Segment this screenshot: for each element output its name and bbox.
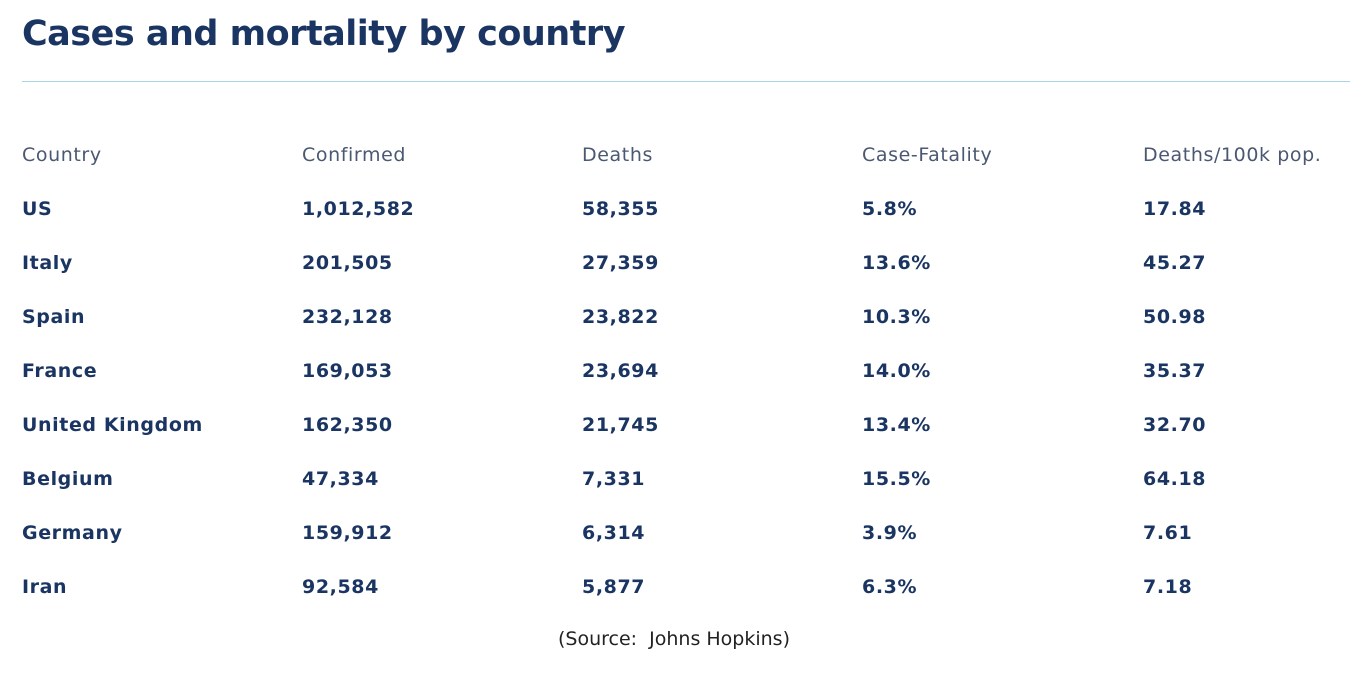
cell-confirmed: 1,012,582 <box>302 198 415 220</box>
cell-deaths-per-100k: 45.27 <box>1143 252 1207 274</box>
source-note: (Source: Johns Hopkins) <box>557 628 790 650</box>
cell-confirmed: 169,053 <box>302 360 393 382</box>
table-row: Germany 159,912 6,314 3.9% 7.61 <box>22 506 1352 560</box>
cell-confirmed: 159,912 <box>302 522 393 544</box>
column-header-case-fatality: Case-Fatality <box>862 144 993 166</box>
cell-deaths: 6,314 <box>582 522 646 544</box>
cell-country: US <box>22 198 53 220</box>
cell-deaths: 23,694 <box>582 360 659 382</box>
cell-deaths-per-100k: 7.61 <box>1143 522 1193 544</box>
column-header-deaths-per-100k: Deaths/100k pop. <box>1143 144 1322 166</box>
cell-case-fatality: 6.3% <box>862 576 918 598</box>
cell-case-fatality: 3.9% <box>862 522 918 544</box>
cell-deaths-per-100k: 7.18 <box>1143 576 1193 598</box>
cell-deaths-per-100k: 50.98 <box>1143 306 1207 328</box>
cell-case-fatality: 13.6% <box>862 252 931 274</box>
cell-confirmed: 201,505 <box>302 252 393 274</box>
mortality-table: Country Confirmed Deaths Case-Fatality D… <box>22 128 1352 614</box>
cell-deaths: 23,822 <box>582 306 659 328</box>
cell-confirmed: 162,350 <box>302 414 393 436</box>
column-header-confirmed: Confirmed <box>302 144 407 166</box>
mortality-table-container: Country Confirmed Deaths Case-Fatality D… <box>22 128 1352 614</box>
header-row: Country Confirmed Deaths Case-Fatality D… <box>22 128 1352 182</box>
cell-deaths: 5,877 <box>582 576 646 598</box>
cell-deaths-per-100k: 17.84 <box>1143 198 1207 220</box>
cell-country: Italy <box>22 252 73 274</box>
cell-deaths: 58,355 <box>582 198 659 220</box>
cell-country: United Kingdom <box>22 414 203 436</box>
cell-confirmed: 47,334 <box>302 468 379 490</box>
cell-case-fatality: 10.3% <box>862 306 931 328</box>
table-row: France 169,053 23,694 14.0% 35.37 <box>22 344 1352 398</box>
table-row: Belgium 47,334 7,331 15.5% 64.18 <box>22 452 1352 506</box>
cell-case-fatality: 5.8% <box>862 198 918 220</box>
cell-case-fatality: 14.0% <box>862 360 931 382</box>
cell-country: Iran <box>22 576 68 598</box>
cell-country: Belgium <box>22 468 114 490</box>
cell-deaths: 7,331 <box>582 468 646 490</box>
cell-country: Germany <box>22 522 123 544</box>
table-body: US 1,012,582 58,355 5.8% 17.84 Italy 201… <box>22 182 1352 614</box>
table-row: Iran 92,584 5,877 6.3% 7.18 <box>22 560 1352 614</box>
table-row: United Kingdom 162,350 21,745 13.4% 32.7… <box>22 398 1352 452</box>
cell-case-fatality: 15.5% <box>862 468 931 490</box>
cell-deaths-per-100k: 35.37 <box>1143 360 1207 382</box>
cell-deaths-per-100k: 32.70 <box>1143 414 1207 436</box>
cell-confirmed: 232,128 <box>302 306 393 328</box>
title-divider <box>22 81 1350 82</box>
cell-deaths: 21,745 <box>582 414 659 436</box>
cell-case-fatality: 13.4% <box>862 414 931 436</box>
cell-country: Spain <box>22 306 86 328</box>
column-header-country: Country <box>22 144 102 166</box>
cell-deaths: 27,359 <box>582 252 659 274</box>
page-title: Cases and mortality by country <box>22 14 626 54</box>
cell-confirmed: 92,584 <box>302 576 379 598</box>
cell-country: France <box>22 360 98 382</box>
table-row: US 1,012,582 58,355 5.8% 17.84 <box>22 182 1352 236</box>
table-row: Spain 232,128 23,822 10.3% 50.98 <box>22 290 1352 344</box>
column-header-deaths: Deaths <box>582 144 653 166</box>
table-header: Country Confirmed Deaths Case-Fatality D… <box>22 128 1352 182</box>
table-row: Italy 201,505 27,359 13.6% 45.27 <box>22 236 1352 290</box>
cell-deaths-per-100k: 64.18 <box>1143 468 1207 490</box>
